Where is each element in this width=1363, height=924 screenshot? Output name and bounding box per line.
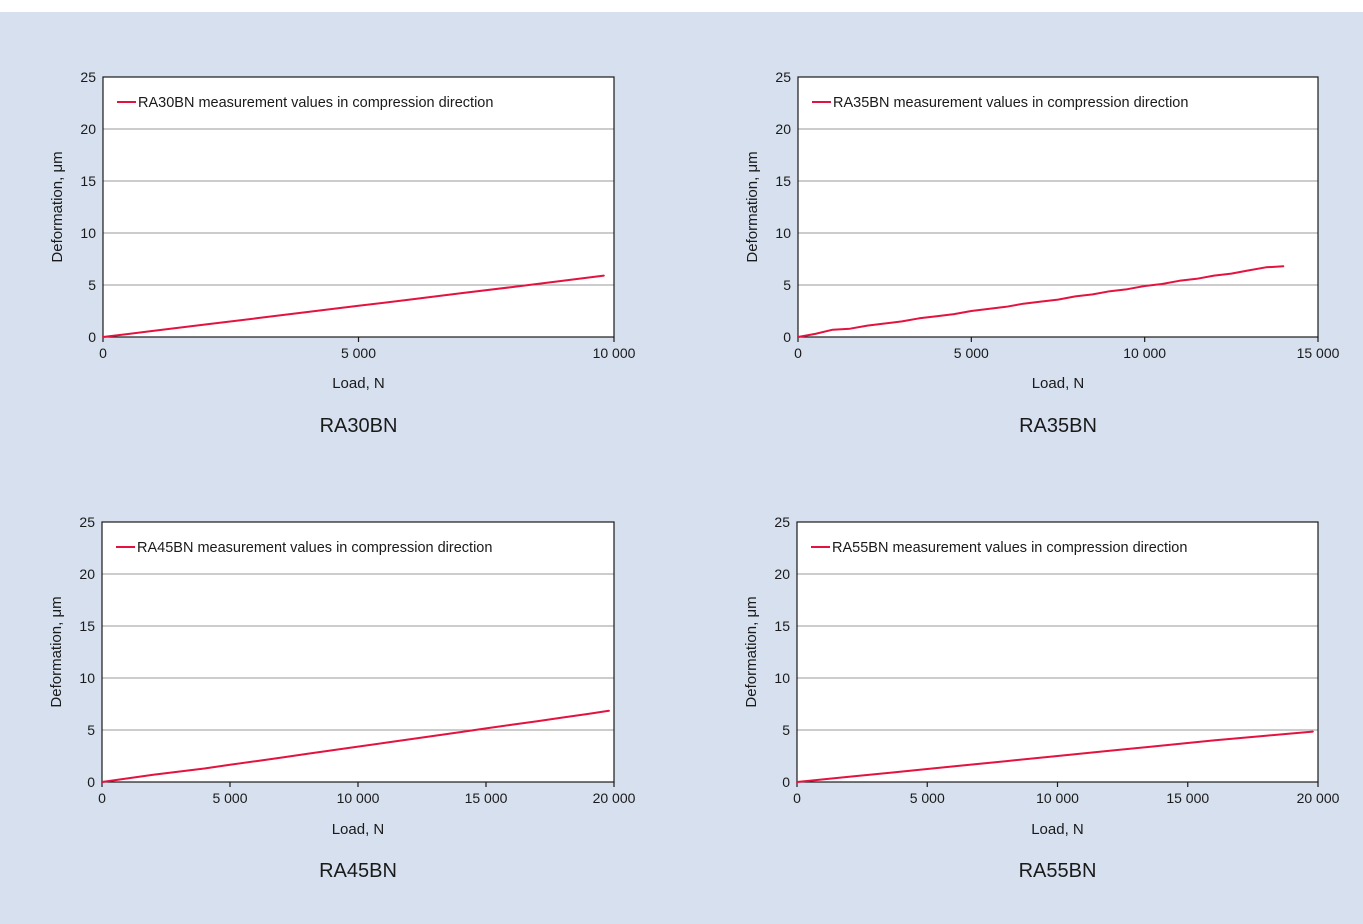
x-tick-label: 10 000 [593,345,636,361]
y-tick-label: 20 [774,566,790,582]
x-tick-label: 10 000 [1123,345,1166,361]
x-axis-label: Load, N [332,821,385,838]
y-tick-label: 10 [79,670,95,686]
x-tick-label: 15 000 [1166,790,1209,806]
y-tick-label: 5 [783,277,791,293]
x-tick-label: 5 000 [212,790,247,806]
y-tick-label: 25 [79,514,95,530]
y-axis-label: Deformation, μm [48,596,65,707]
series-line [101,709,610,783]
series-line [797,265,1285,338]
plot-area [103,77,614,337]
chart-ra45bn: 0 5 10 15 20 25 0 5 000 10 000 15 000 20 000 Load, … [48,514,636,882]
y-tick-label: 25 [80,69,96,85]
y-axis-label: Deformation, μm [743,596,760,707]
y-axis-label: Deformation, μm [49,151,66,262]
y-tick-label: 0 [88,329,96,345]
series-line [102,274,605,338]
y-tick-label: 5 [87,722,95,738]
x-axis-label: Load, N [332,375,385,392]
plot-area [102,522,614,782]
x-tick-label: 10 000 [1036,790,1079,806]
x-tick-label: 0 [99,345,107,361]
chart-ra55bn: 0 5 10 15 20 25 0 5 000 10 000 15 000 20 000 Load, … [743,514,1340,882]
chart-ra30bn: 0 5 10 15 20 25 0 5 000 10 000 Load, N Deformation… [49,69,636,437]
y-tick-label: 15 [79,618,95,634]
x-tick-label: 0 [794,345,802,361]
y-tick-label: 20 [775,121,791,137]
y-tick-label: 25 [774,514,790,530]
y-tick-label: 10 [774,670,790,686]
y-tick-label: 15 [80,173,96,189]
y-tick-label: 0 [782,774,790,790]
x-tick-label: 20 000 [1297,790,1340,806]
x-tick-label: 5 000 [910,790,945,806]
legend-label: RA35BN measurement values in compression… [833,95,1188,111]
y-tick-label: 5 [88,277,96,293]
x-tick-label: 0 [793,790,801,806]
series-line [796,730,1314,783]
x-tick-label: 0 [98,790,106,806]
x-tick-label: 15 000 [1297,345,1340,361]
plot-area [797,522,1318,782]
y-tick-label: 15 [774,618,790,634]
x-tick-label: 5 000 [341,345,376,361]
chart-label: RA30BN [320,415,398,437]
y-tick-label: 10 [775,225,791,241]
y-tick-label: 0 [87,774,95,790]
x-axis-label: Load, N [1032,375,1085,392]
x-axis-label: Load, N [1031,821,1084,838]
legend-label: RA45BN measurement values in compression… [137,540,492,556]
plot-area [798,77,1318,337]
y-tick-label: 15 [775,173,791,189]
y-tick-label: 25 [775,69,791,85]
x-tick-label: 15 000 [465,790,508,806]
chart-ra35bn: 0 5 10 15 20 25 0 5 000 10 000 15 000 Load, N Defor… [744,69,1340,437]
chart-label: RA45BN [319,860,397,882]
chart-label: RA35BN [1019,415,1097,437]
y-tick-label: 20 [79,566,95,582]
y-tick-label: 5 [782,722,790,738]
y-tick-label: 10 [80,225,96,241]
y-axis-label: Deformation, μm [744,151,761,262]
x-tick-label: 20 000 [593,790,636,806]
legend-label: RA55BN measurement values in compression… [832,540,1187,556]
chart-label: RA55BN [1019,860,1097,882]
x-tick-label: 10 000 [337,790,380,806]
plot-frame [797,76,1319,338]
y-tick-label: 0 [783,329,791,345]
x-tick-label: 5 000 [954,345,989,361]
y-tick-label: 20 [80,121,96,137]
legend-label: RA30BN measurement values in compression… [138,95,493,111]
